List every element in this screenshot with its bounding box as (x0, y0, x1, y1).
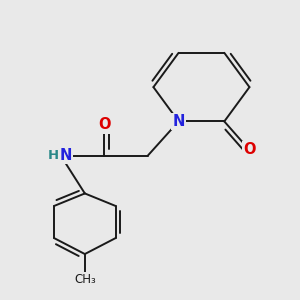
Text: O: O (98, 117, 110, 132)
Text: H: H (47, 149, 58, 162)
Text: N: N (172, 114, 185, 129)
Text: O: O (243, 142, 256, 158)
Text: CH₃: CH₃ (74, 273, 96, 286)
Text: N: N (59, 148, 72, 163)
